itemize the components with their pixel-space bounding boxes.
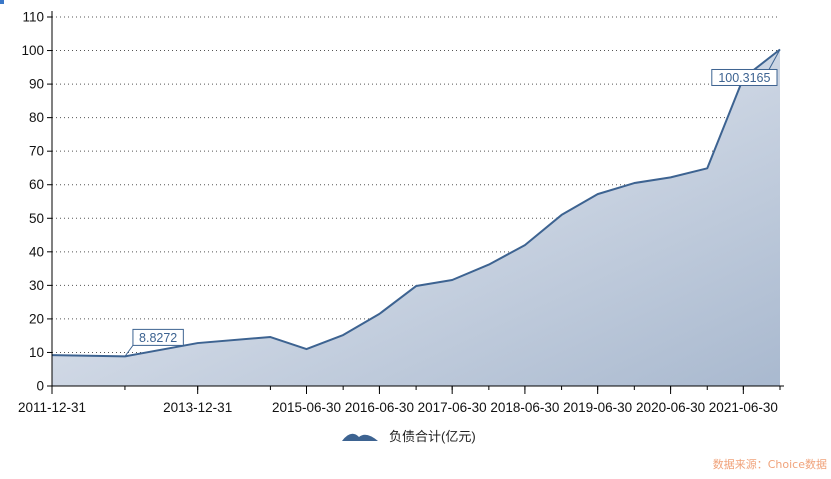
y-tick-label: 50 (29, 211, 44, 226)
annotation-label: 100.3165 (718, 71, 770, 85)
legend-swatch-icon[interactable] (342, 433, 378, 441)
y-tick-label: 70 (29, 144, 44, 159)
x-tick-label: 2019-06-30 (563, 400, 632, 415)
x-tick-label: 2017-06-30 (418, 400, 487, 415)
y-tick-label: 10 (29, 345, 44, 360)
x-tick-label: 2020-06-30 (636, 400, 705, 415)
series-line[interactable] (51, 48, 781, 358)
x-tick-label: 2016-06-30 (345, 400, 414, 415)
source-note: 数据来源：Choice数据 (712, 458, 827, 471)
x-tick-label: 2018-06-30 (490, 400, 559, 415)
series-area (52, 49, 780, 386)
annotation-label: 8.8272 (139, 331, 177, 345)
y-tick-label: 100 (21, 43, 44, 58)
x-tick-label: 2015-06-30 (272, 400, 341, 415)
y-tick-label: 30 (29, 278, 44, 293)
y-tick-label: 20 (29, 311, 44, 326)
x-tick-label: 2011-12-31 (18, 400, 86, 415)
annotation-box (132, 328, 184, 346)
annotation-box (711, 68, 778, 86)
x-tick-label: 2021-06-30 (709, 400, 778, 415)
legend-label[interactable]: 负债合计(亿元) (389, 429, 476, 444)
corner-marker (0, 0, 4, 4)
y-tick-label: 90 (29, 77, 44, 92)
y-tick-label: 110 (22, 10, 44, 25)
y-tick-label: 0 (36, 379, 44, 394)
x-tick-label: 2013-12-31 (163, 400, 232, 415)
y-tick-label: 60 (29, 177, 44, 192)
annotation-leader (124, 345, 134, 357)
y-tick-label: 40 (29, 244, 44, 259)
y-tick-label: 80 (29, 110, 44, 125)
annotation-leader (768, 49, 781, 70)
